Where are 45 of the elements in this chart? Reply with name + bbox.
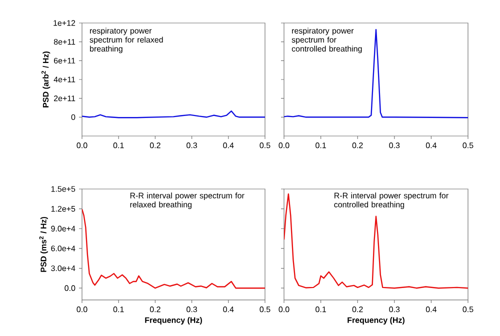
x-tick-label: 0.2 — [150, 142, 160, 148]
y-tick-label: 2e+11 — [54, 95, 76, 102]
annotation: R-R interval power spectrum for controlled breathing — [334, 192, 448, 209]
y-axis-title: PSD (ms$^{2}$ / Hz) — [39, 216, 48, 272]
x-tick-label: 0.4 — [223, 306, 234, 312]
x-tick-label: 0.3 — [389, 142, 400, 148]
x-tick-label: 0.4 — [223, 142, 234, 148]
x-tick-label: 0.5 — [260, 142, 270, 148]
x-axis-title: Frequency (Hz) — [348, 317, 404, 325]
x-tick-label: 0.4 — [426, 142, 437, 148]
x-tick-label: 0.1 — [113, 142, 124, 148]
y-tick-label: 3.0e+4 — [51, 265, 76, 272]
x-tick-label: 0.0 — [278, 142, 290, 148]
y-tick-label: 6e+11 — [54, 58, 76, 64]
y-tick-label: 1.2e+5 — [51, 206, 76, 212]
x-tick-label: 0.0 — [76, 306, 88, 312]
x-tick-label: 0.1 — [316, 142, 326, 148]
y-tick-label: 1e+12 — [54, 20, 76, 26]
y-tick-label: 9.0e+4 — [51, 226, 76, 232]
x-tick-label: 0.3 — [186, 142, 198, 148]
x-tick-label: 0.1 — [113, 306, 124, 312]
line-series — [82, 208, 265, 289]
annotation: respiratory power spectrum for relaxed breathing — [90, 28, 163, 54]
x-tick-label: 0.5 — [462, 306, 474, 312]
x-tick-label: 0.4 — [426, 306, 437, 312]
x-tick-label: 0.2 — [352, 306, 363, 312]
x-tick-label: 0.0 — [278, 306, 290, 312]
x-tick-label: 0.5 — [260, 306, 270, 312]
y-axis-title: PSD (arb$^{2}$ / Hz) — [41, 52, 50, 108]
y-tick-label: 8e+11 — [54, 38, 76, 45]
x-tick-label: 0.2 — [352, 142, 363, 148]
x-tick-label: 0.3 — [389, 306, 400, 312]
x-tick-label: 0.3 — [186, 306, 198, 312]
y-tick-label: 0.0 — [64, 285, 76, 291]
annotation: R-R interval power spectrum for relaxed breathing — [130, 192, 244, 209]
y-tick-label: 0 — [71, 114, 76, 120]
x-tick-label: 0.2 — [150, 306, 160, 312]
x-axis-title: Frequency (Hz) — [145, 317, 202, 325]
x-tick-label: 0.0 — [76, 142, 88, 148]
annotation: respiratory power spectrum for controlled breathing — [292, 28, 362, 54]
x-tick-label: 0.1 — [316, 306, 326, 312]
y-tick-label: 6.0e+4 — [51, 246, 76, 252]
y-tick-label: 1.5e+5 — [51, 186, 76, 192]
y-tick-label: 4e+11 — [54, 76, 76, 82]
x-tick-label: 0.5 — [462, 142, 474, 148]
